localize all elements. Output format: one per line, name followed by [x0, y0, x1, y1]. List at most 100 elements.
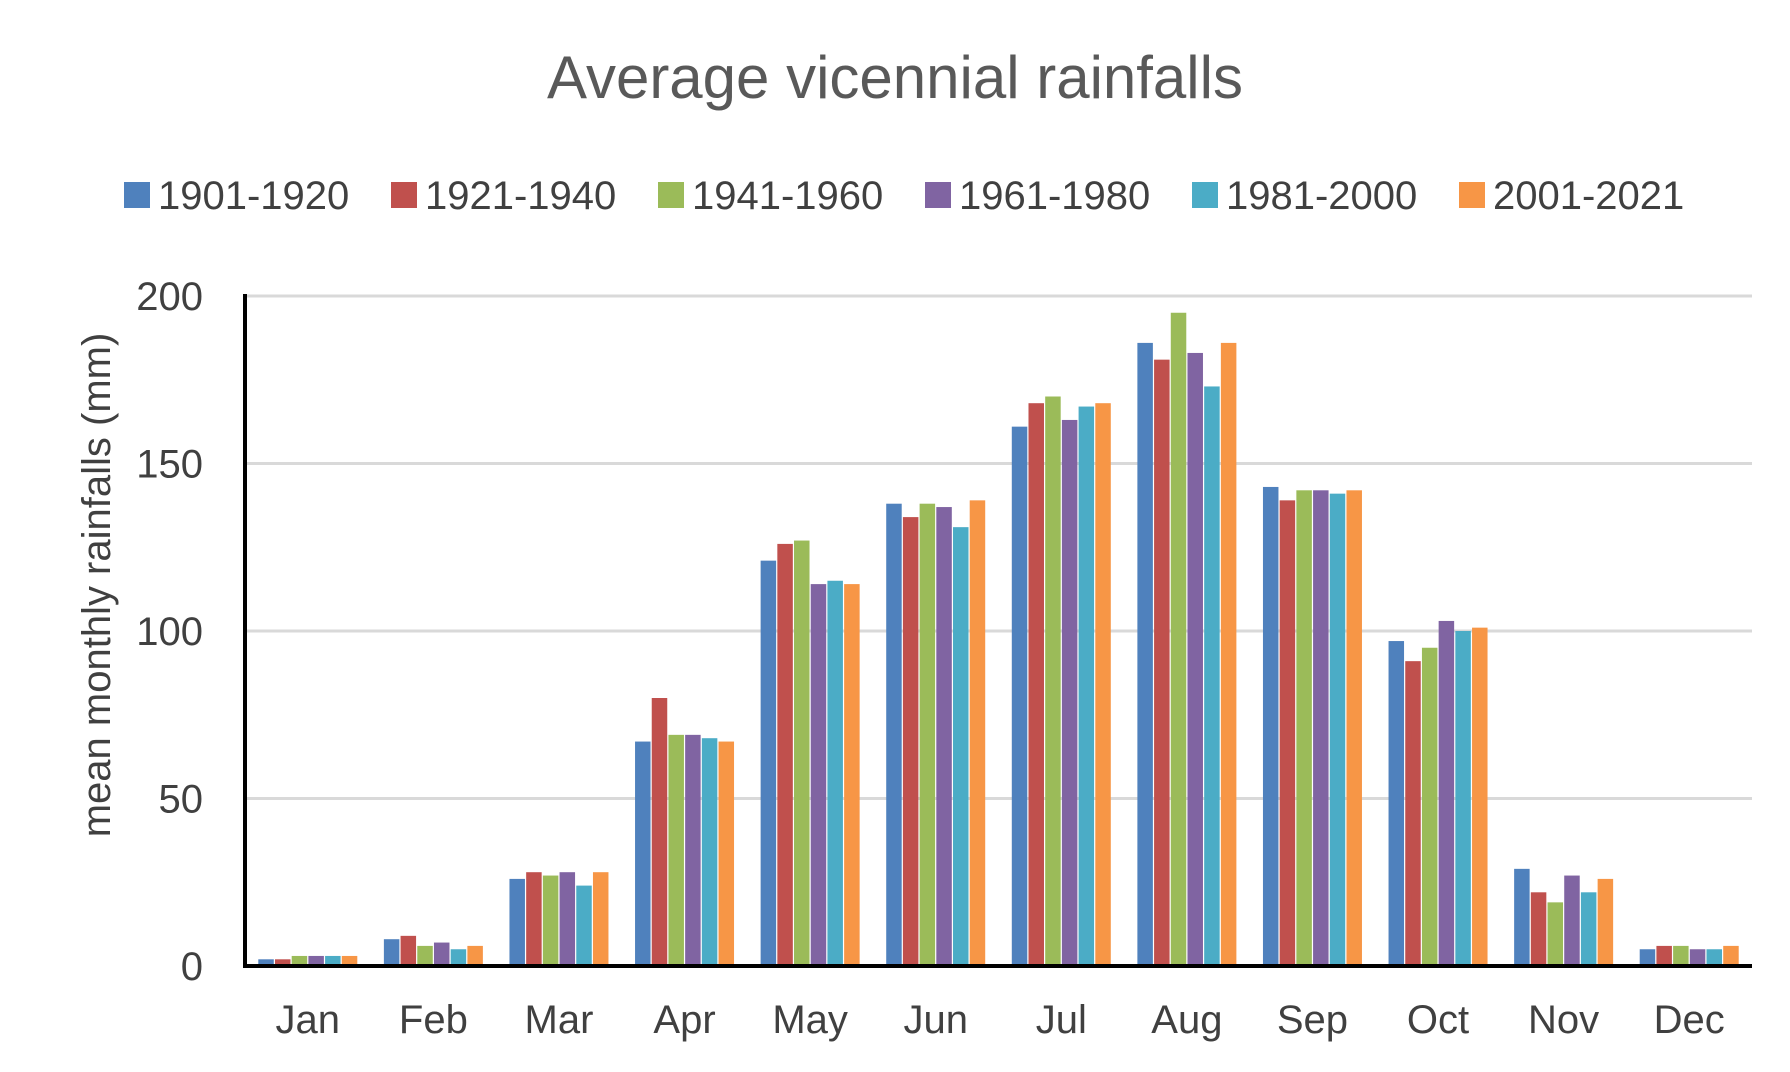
bar-1981-2000-May — [827, 580, 843, 966]
bar-1961-1980-Jan — [308, 955, 324, 966]
x-tick-label: Oct — [1407, 998, 1469, 1042]
bar-1961-1980-Nov — [1564, 875, 1580, 966]
bar-1921-1940-Jul — [1028, 403, 1044, 966]
bar-1981-2000-Nov — [1580, 892, 1597, 966]
x-tick-label: Jan — [276, 998, 341, 1042]
legend-label: 1961-1980 — [959, 174, 1150, 218]
bar-1901-1920-May — [760, 560, 777, 966]
bar-2001-2021-Dec — [1723, 945, 1739, 966]
bar-1921-1940-Nov — [1530, 892, 1547, 966]
bar-1901-1920-Sep — [1262, 486, 1279, 966]
bar-1921-1940-Aug — [1154, 359, 1170, 966]
y-tick-label: 200 — [136, 275, 203, 319]
bar-2001-2021-Feb — [467, 945, 483, 966]
chart-title: Average vicennial rainfalls — [547, 44, 1243, 111]
bar-1901-1920-Apr — [635, 741, 651, 966]
bar-1981-2000-Oct — [1455, 631, 1471, 966]
bar-1921-1940-Jan — [274, 959, 291, 966]
bar-1941-1960-Nov — [1547, 902, 1564, 966]
bar-1941-1960-Sep — [1296, 490, 1312, 966]
bar-1941-1960-May — [794, 540, 810, 966]
x-tick-label: Jun — [903, 998, 968, 1042]
y-tick-label: 100 — [136, 610, 203, 654]
bar-1901-1920-Oct — [1388, 641, 1405, 966]
bar-1921-1940-Oct — [1405, 661, 1421, 966]
x-tick-label: Mar — [525, 998, 594, 1042]
bar-2001-2021-May — [844, 584, 860, 966]
y-axis-ticks: 0 50 100 150 200 — [136, 275, 203, 989]
bar-2001-2021-Jan — [341, 955, 358, 966]
bar-1901-1920-Mar — [509, 878, 525, 966]
bar-2001-2021-Sep — [1346, 490, 1362, 966]
bar-1921-1940-Sep — [1279, 500, 1296, 966]
bar-1901-1920-Nov — [1514, 868, 1530, 966]
bar-1941-1960-Aug — [1170, 312, 1187, 966]
bar-1981-2000-Apr — [701, 738, 718, 966]
bar-1921-1940-Jun — [902, 517, 919, 966]
bar-1961-1980-May — [810, 584, 827, 966]
bar-1921-1940-May — [777, 543, 793, 966]
bar-1981-2000-Jul — [1078, 406, 1095, 966]
bar-2001-2021-Apr — [718, 741, 735, 966]
bar-1941-1960-Jan — [291, 955, 308, 966]
bar-1901-1920-Jun — [886, 503, 902, 966]
bar-1961-1980-Mar — [559, 872, 576, 966]
bar-1981-2000-Aug — [1204, 386, 1220, 966]
legend-label: 1981-2000 — [1226, 174, 1417, 218]
x-tick-label: May — [772, 998, 848, 1042]
legend-label: 2001-2021 — [1493, 174, 1684, 218]
legend-swatch — [1459, 182, 1485, 208]
bar-1961-1980-Jul — [1061, 419, 1078, 966]
bar-1941-1960-Jun — [919, 503, 936, 966]
y-tick-label: 0 — [181, 945, 203, 989]
x-tick-label: Dec — [1654, 998, 1725, 1042]
x-tick-label: Nov — [1528, 998, 1599, 1042]
x-tick-label: Jul — [1036, 998, 1087, 1042]
bar-1961-1980-Aug — [1187, 352, 1203, 966]
legend-label: 1921-1940 — [425, 174, 616, 218]
bar-1921-1940-Feb — [400, 935, 417, 966]
bar-1941-1960-Dec — [1673, 945, 1689, 966]
x-tick-label: Apr — [653, 998, 715, 1042]
bar-1941-1960-Apr — [668, 734, 684, 966]
bar-1961-1980-Sep — [1313, 490, 1329, 966]
bar-2001-2021-Jun — [969, 500, 986, 966]
bar-1961-1980-Oct — [1438, 620, 1455, 966]
bar-1901-1920-Feb — [383, 939, 400, 966]
y-tick-label: 150 — [136, 443, 203, 487]
bar-1981-2000-Feb — [450, 949, 467, 966]
bar-1981-2000-Jan — [325, 955, 341, 966]
bar-1961-1980-Feb — [433, 942, 450, 966]
bar-1981-2000-Sep — [1329, 493, 1346, 966]
bars — [258, 312, 1739, 966]
x-tick-label: Feb — [399, 998, 468, 1042]
bar-1981-2000-Dec — [1706, 949, 1723, 966]
legend-label: 1941-1960 — [692, 174, 883, 218]
bar-1901-1920-Jan — [258, 959, 274, 966]
bar-1961-1980-Jun — [936, 507, 952, 966]
legend-label: 1901-1920 — [158, 174, 349, 218]
bar-2001-2021-Jul — [1095, 403, 1111, 966]
x-axis-ticks: Jan Feb Mar Apr May Jun Jul Aug Sep Oct Nov Dec — [276, 998, 1725, 1042]
gridlines — [245, 294, 1752, 800]
bar-1921-1940-Mar — [526, 872, 542, 966]
bar-1941-1960-Feb — [417, 945, 433, 966]
bar-2001-2021-Aug — [1220, 342, 1237, 966]
bar-1941-1960-Jul — [1045, 396, 1061, 966]
bar-1961-1980-Apr — [685, 734, 701, 966]
bar-1921-1940-Apr — [651, 698, 668, 966]
bar-2001-2021-Nov — [1597, 878, 1614, 966]
y-tick-label: 50 — [159, 778, 204, 822]
bar-1981-2000-Jun — [953, 527, 969, 966]
bar-2001-2021-Oct — [1472, 627, 1488, 966]
legend: 1901-1920 1921-1940 1941-1960 1961-1980 1981… — [124, 174, 1684, 218]
bar-1901-1920-Jul — [1011, 426, 1028, 966]
x-tick-label: Aug — [1151, 998, 1222, 1042]
legend-swatch — [1192, 182, 1218, 208]
legend-swatch — [124, 182, 150, 208]
bar-1961-1980-Dec — [1689, 949, 1706, 966]
bar-1941-1960-Mar — [542, 875, 559, 966]
x-tick-label: Sep — [1277, 998, 1348, 1042]
